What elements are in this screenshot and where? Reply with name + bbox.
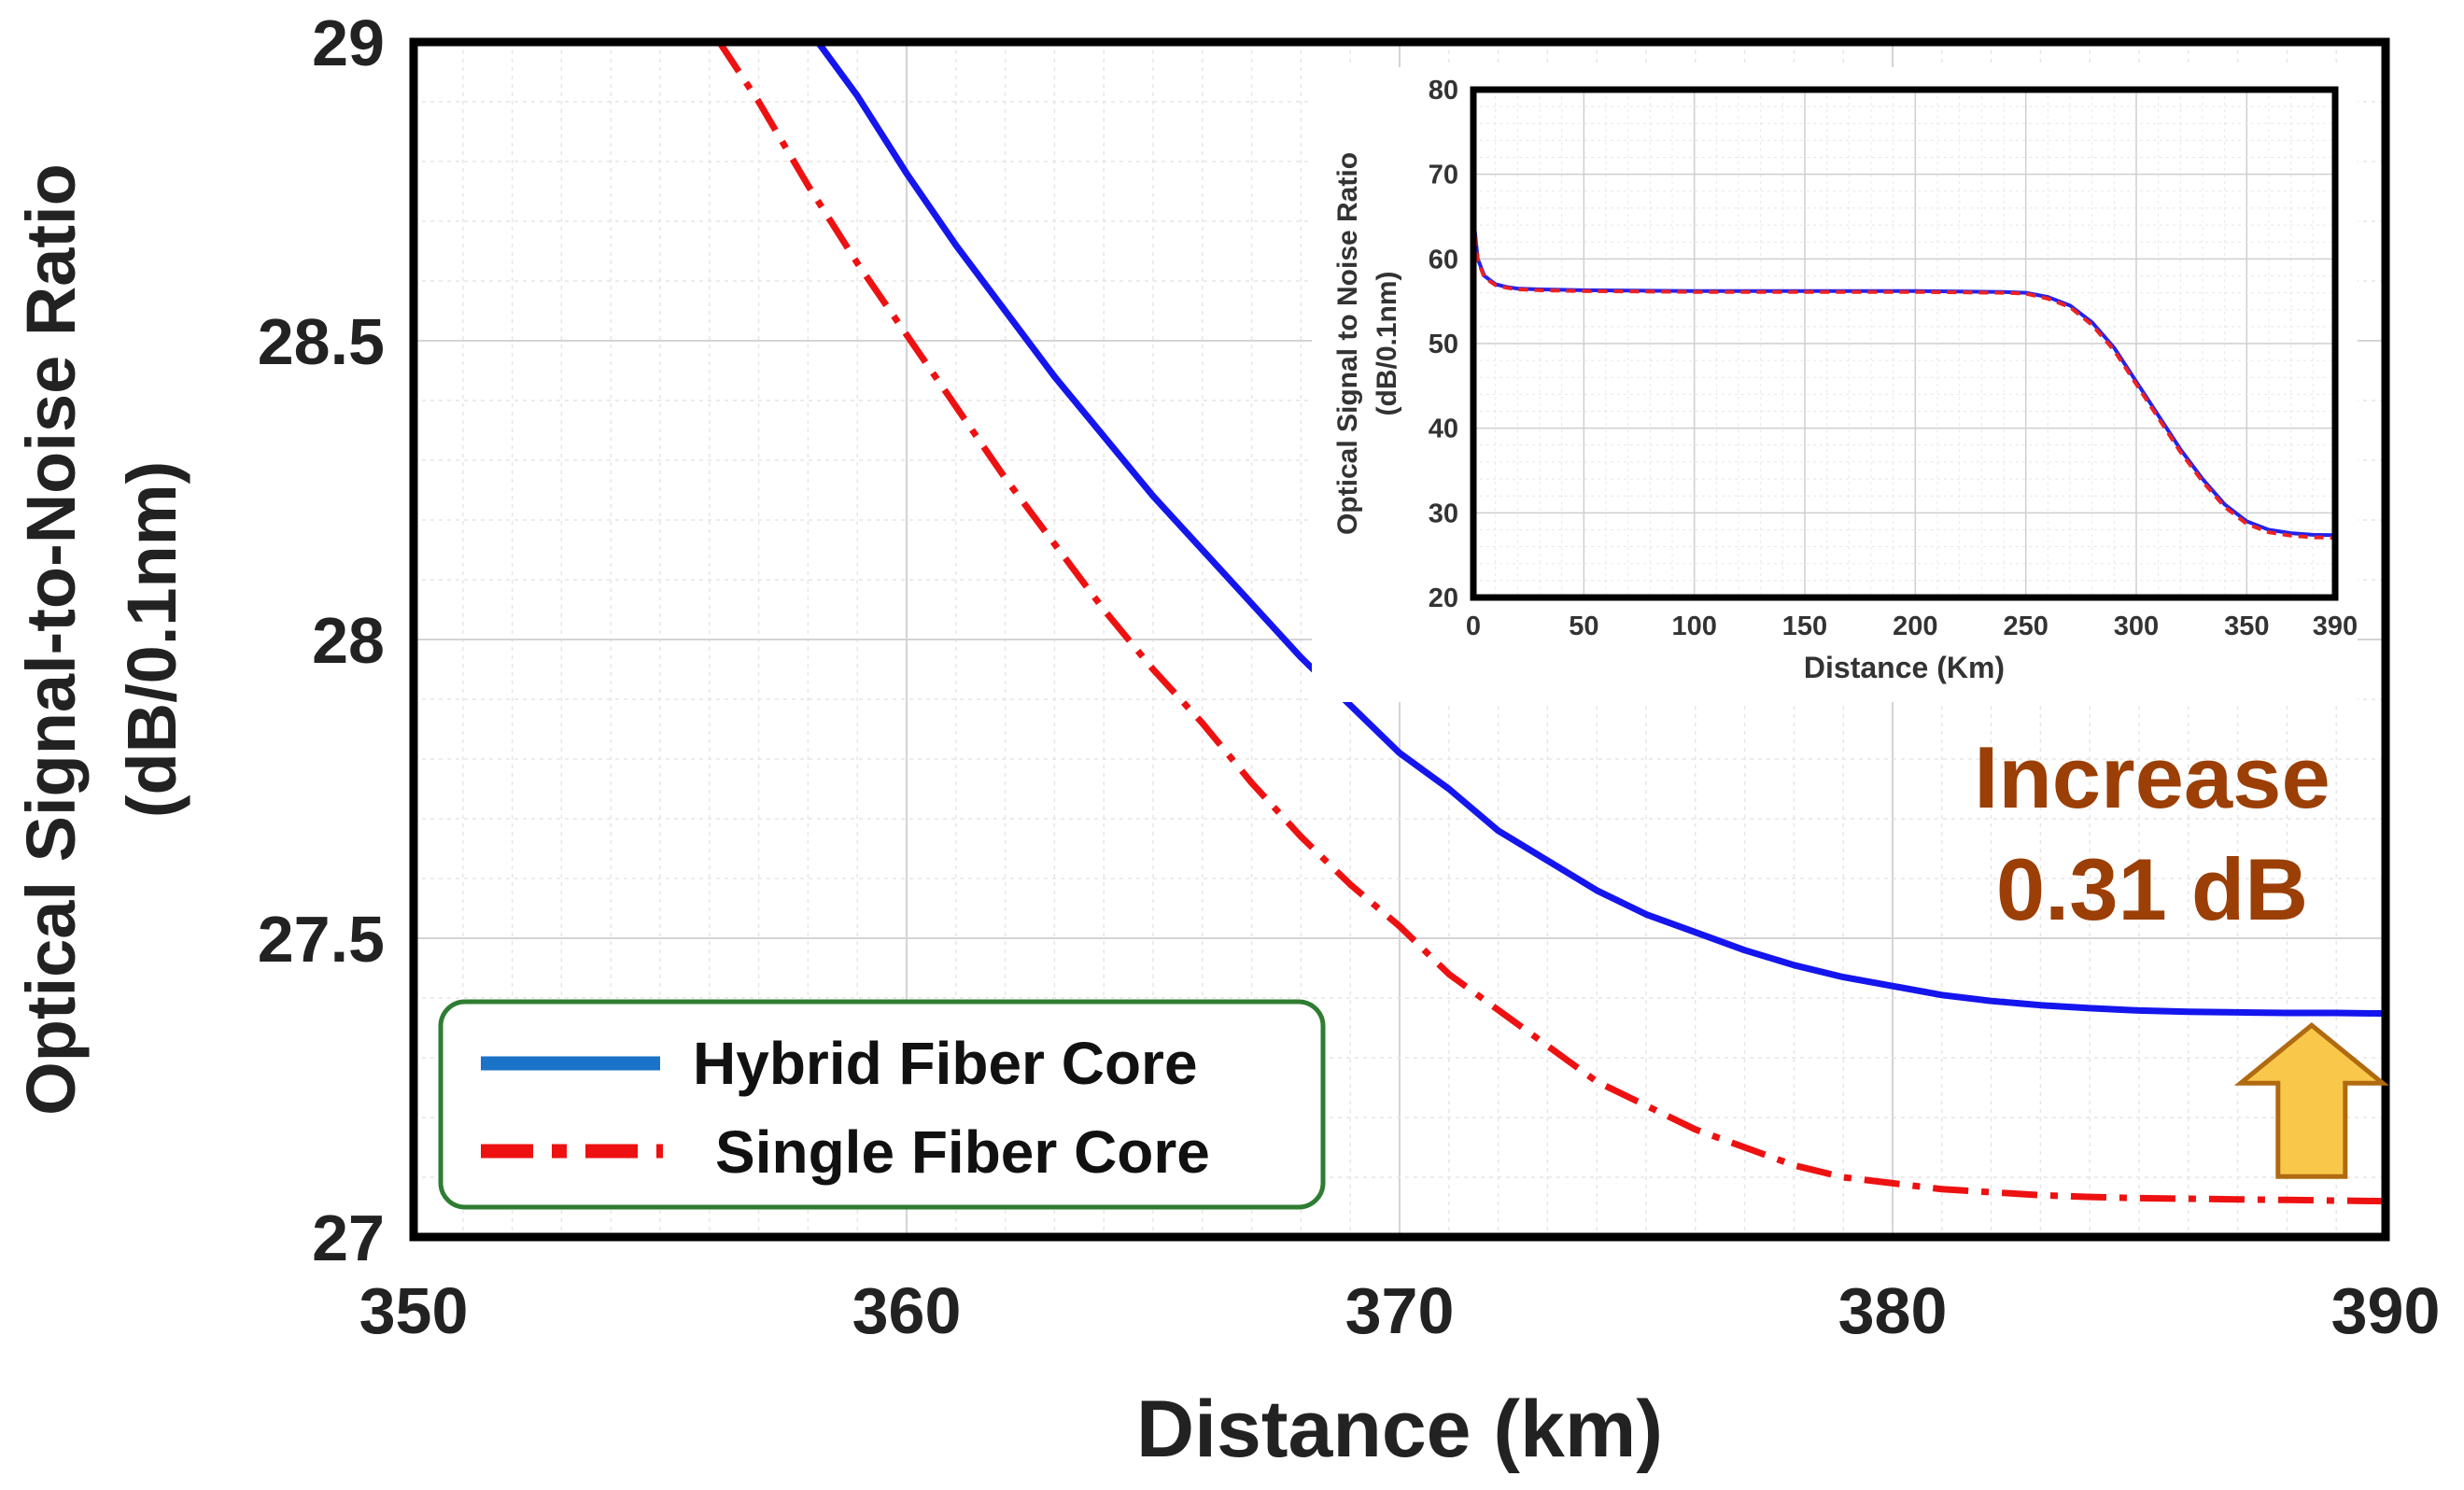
legend: Hybrid Fiber Core Single Fiber Core xyxy=(438,999,1326,1210)
inset-x-axis-label: Distance (Km) xyxy=(1804,651,2005,684)
series-line-single-fiber-core xyxy=(716,42,2386,1205)
inset-y-axis-label-line2: (dB/0.1nm) xyxy=(1372,271,1402,415)
y-axis-label-line1: Optical Signal-to-Noise Ratio xyxy=(12,163,90,1116)
annotation-line1: Increase xyxy=(1974,728,2330,826)
inset-background xyxy=(1312,67,2358,702)
y-tick-label: 27.5 xyxy=(258,903,385,976)
y-tick-label: 27 xyxy=(312,1202,385,1274)
inset-chart: 0 50 100 150 200 250 300 350 390 20 30 40 50 60 70 80 Di… xyxy=(1312,67,2358,702)
y-axis-label-group: Optical Signal-to-Noise Ratio (dB/0.1nm) xyxy=(12,163,190,1116)
inset-axes-frame xyxy=(1470,86,2339,601)
increase-arrow xyxy=(2233,1021,2389,1179)
inset-x-tick-label: 0 xyxy=(1466,611,1481,641)
inset-x-tick-label: 200 xyxy=(1893,611,1937,641)
main-axes-frame xyxy=(409,37,2390,1242)
y-tick-label: 28.5 xyxy=(258,305,385,378)
inset-x-tick-label: 350 xyxy=(2224,611,2269,641)
inset-y-tick-label: 60 xyxy=(1429,245,1458,274)
inset-x-tick-label: 390 xyxy=(2313,611,2358,641)
x-tick-label: 350 xyxy=(359,1274,469,1347)
y-tick-label: 28 xyxy=(312,604,385,677)
inset-y-tick-label: 40 xyxy=(1429,415,1458,444)
y-axis-label-line2: (dB/0.1nm) xyxy=(113,461,190,818)
legend-label-hybrid-fiber-core: Hybrid Fiber Core xyxy=(693,1030,1198,1097)
inset-x-tick-label: 100 xyxy=(1671,611,1716,641)
inset-x-tick-label: 50 xyxy=(1569,611,1598,641)
inset-y-tick-label: 30 xyxy=(1429,499,1458,528)
y-tick-label: 29 xyxy=(312,7,385,79)
annotation-line2: 0.31 dB xyxy=(1996,840,2308,938)
inset-y-tick-label: 70 xyxy=(1429,161,1458,190)
series-line-hybrid-fiber-core xyxy=(815,42,2386,1018)
inset-series-line-single-fiber-core xyxy=(1471,220,2336,540)
inset-x-tick-label: 150 xyxy=(1782,611,1827,641)
inset-y-axis-label-line1: Optical Signal to Noise Ratio xyxy=(1332,152,1363,535)
inset-x-tick-label: 250 xyxy=(2003,611,2048,641)
x-tick-label: 360 xyxy=(852,1274,962,1347)
x-tick-label: 390 xyxy=(2331,1274,2441,1347)
inset-x-tick-label: 300 xyxy=(2114,611,2159,641)
legend-label-single-fiber-core: Single Fiber Core xyxy=(715,1118,1210,1186)
inset-y-tick-label: 50 xyxy=(1429,330,1458,359)
x-axis-label: Distance (km) xyxy=(1136,1385,1663,1474)
inset-y-tick-label: 80 xyxy=(1429,76,1458,105)
x-tick-label: 370 xyxy=(1345,1274,1455,1347)
x-tick-label: 380 xyxy=(1838,1274,1948,1347)
inset-y-tick-label: 20 xyxy=(1429,583,1458,613)
